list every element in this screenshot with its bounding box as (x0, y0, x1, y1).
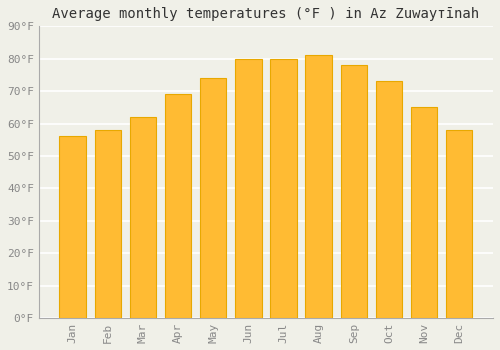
Bar (306, 55, 332, 318)
Bar (130, 117, 156, 318)
Bar (446, 130, 472, 318)
Bar (165, 94, 191, 318)
Bar (200, 78, 226, 318)
Bar (340, 65, 367, 318)
Bar (411, 107, 438, 318)
Bar (270, 59, 296, 318)
Bar (376, 81, 402, 318)
Bar (94, 130, 121, 318)
Title: Average monthly temperatures (°F ) in Az Zuwayтīnah: Average monthly temperatures (°F ) in Az… (52, 7, 480, 21)
Bar (60, 136, 86, 318)
Bar (235, 59, 262, 318)
